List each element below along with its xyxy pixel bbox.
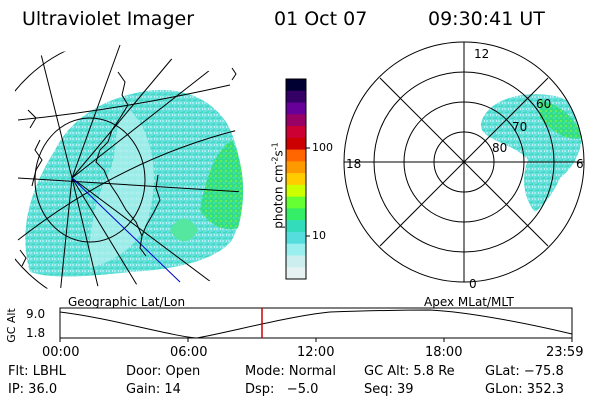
info-gain: Gain: 14 [126,382,181,397]
colorbar-cell [286,267,306,280]
colorbar-cell [286,208,306,221]
colorbar-cell [286,149,306,162]
colorbar-cell [286,137,306,151]
colorbar-cell [286,161,306,174]
xtick-1800: 18:00 [425,345,463,360]
colorbar-cell [286,220,306,233]
mlat-label-70: 70 [512,120,528,134]
colorbar-cell [286,255,306,268]
mlt-label-0: 0 [469,277,477,291]
colorbar-cell [286,243,306,256]
mlat-label-60: 60 [536,97,552,111]
colorbar-cell [286,79,306,92]
mlt-label-18: 18 [346,157,362,171]
coastline [19,67,237,267]
altitude-curve [59,309,573,339]
info-door: Door: Open [126,364,201,379]
time-label: 09:30:41 UT [428,8,545,30]
info-ip: IP: 36.0 [8,382,58,397]
info-gc-alt: GC Alt: 5.8 Re [364,364,455,379]
colorbar-cell [286,231,306,245]
xtick-0000: 00:00 [42,345,80,360]
colorbar-tick-10: 10 [312,229,326,242]
mlat-label-80: 80 [492,141,508,155]
colorbar-cell [286,114,306,127]
xtick-1200: 12:00 [297,345,335,360]
colorbar-cell [286,184,306,198]
info-dsp: Dsp: −5.0 [245,382,319,397]
colorbar-cell [286,102,306,115]
altitude-ytick-high: 9.0 [26,307,46,321]
altitude-ytick-low: 1.8 [26,326,46,340]
altitude-ylabel: GC Alt [4,308,18,343]
polar-panel-label: Apex MLat/MLT [424,295,514,309]
xtick-0600: 06:00 [170,345,208,360]
colorbar-cell [286,90,306,104]
mlt-label-12: 12 [474,47,490,61]
info-filter: Flt: LBHL [8,364,66,379]
info-mode: Mode: Normal [245,364,336,379]
xtick-2359: 23:59 [546,345,584,360]
date-label: 01 Oct 07 [274,8,368,30]
colorbar-cell [286,196,306,209]
colorbar-tick-100: 100 [312,141,333,154]
geo-panel-label: Geographic Lat/Lon [68,295,186,309]
instrument-title: Ultraviolet Imager [22,8,195,30]
colorbar-cell [286,173,306,186]
colorbar-cell [286,126,306,139]
info-seq: Seq: 39 [364,382,414,397]
info-glon: GLon: 352.3 [485,382,565,397]
info-glat: GLat: −75.8 [485,364,564,379]
mlt-label-6: 6 [576,157,584,171]
